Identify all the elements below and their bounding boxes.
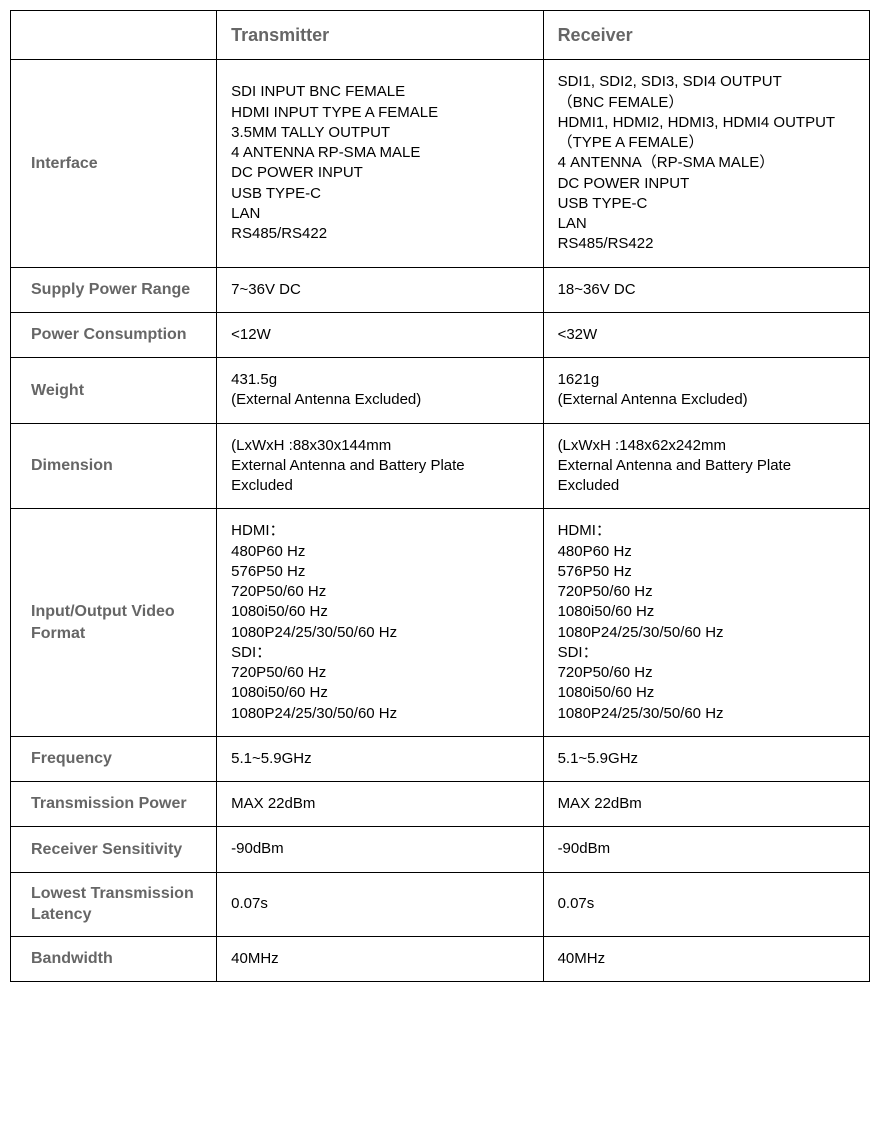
header-receiver: Receiver (543, 11, 869, 60)
row-rx-value: (LxWxH :148x62x242mm External Antenna an… (543, 423, 869, 509)
row-label: Dimension (11, 423, 217, 509)
table-row: Transmission PowerMAX 22dBmMAX 22dBm (11, 782, 870, 827)
row-rx-value: SDI1, SDI2, SDI3, SDI4 OUTPUT （BNC FEMAL… (543, 60, 869, 267)
table-row: InterfaceSDI INPUT BNC FEMALE HDMI INPUT… (11, 60, 870, 267)
row-tx-value: (LxWxH :88x30x144mm External Antenna and… (217, 423, 543, 509)
table-row: Receiver Sensitivity-90dBm-90dBm (11, 827, 870, 872)
row-tx-value: <12W (217, 312, 543, 357)
table-row: Supply Power Range7~36V DC18~36V DC (11, 267, 870, 312)
row-tx-value: 431.5g (External Antenna Excluded) (217, 358, 543, 424)
table-row: Frequency5.1~5.9GHz5.1~5.9GHz (11, 736, 870, 781)
row-tx-value: 5.1~5.9GHz (217, 736, 543, 781)
row-rx-value: MAX 22dBm (543, 782, 869, 827)
header-blank (11, 11, 217, 60)
row-label: Lowest Transmission Latency (11, 872, 217, 936)
table-row: Input/Output Video FormatHDMI： 480P60 Hz… (11, 509, 870, 737)
table-row: Power Consumption<12W<32W (11, 312, 870, 357)
row-label: Input/Output Video Format (11, 509, 217, 737)
table-row: Weight431.5g (External Antenna Excluded)… (11, 358, 870, 424)
row-tx-value: 0.07s (217, 872, 543, 936)
row-tx-value: SDI INPUT BNC FEMALE HDMI INPUT TYPE A F… (217, 60, 543, 267)
row-label: Bandwidth (11, 936, 217, 981)
row-tx-value: MAX 22dBm (217, 782, 543, 827)
row-rx-value: HDMI： 480P60 Hz 576P50 Hz 720P50/60 Hz 1… (543, 509, 869, 737)
row-tx-value: 40MHz (217, 936, 543, 981)
row-label: Power Consumption (11, 312, 217, 357)
row-label: Weight (11, 358, 217, 424)
row-label: Receiver Sensitivity (11, 827, 217, 872)
table-row: Lowest Transmission Latency0.07s0.07s (11, 872, 870, 936)
table-row: Bandwidth40MHz40MHz (11, 936, 870, 981)
row-tx-value: HDMI： 480P60 Hz 576P50 Hz 720P50/60 Hz 1… (217, 509, 543, 737)
row-tx-value: 7~36V DC (217, 267, 543, 312)
row-rx-value: 0.07s (543, 872, 869, 936)
row-label: Interface (11, 60, 217, 267)
table-row: Dimension(LxWxH :88x30x144mm External An… (11, 423, 870, 509)
row-tx-value: -90dBm (217, 827, 543, 872)
row-rx-value: -90dBm (543, 827, 869, 872)
row-label: Transmission Power (11, 782, 217, 827)
spec-table-body: Transmitter Receiver InterfaceSDI INPUT … (11, 11, 870, 982)
row-rx-value: 1621g (External Antenna Excluded) (543, 358, 869, 424)
table-header-row: Transmitter Receiver (11, 11, 870, 60)
spec-table: Transmitter Receiver InterfaceSDI INPUT … (10, 10, 870, 982)
row-label: Supply Power Range (11, 267, 217, 312)
row-rx-value: 5.1~5.9GHz (543, 736, 869, 781)
row-label: Frequency (11, 736, 217, 781)
row-rx-value: <32W (543, 312, 869, 357)
header-transmitter: Transmitter (217, 11, 543, 60)
row-rx-value: 18~36V DC (543, 267, 869, 312)
row-rx-value: 40MHz (543, 936, 869, 981)
